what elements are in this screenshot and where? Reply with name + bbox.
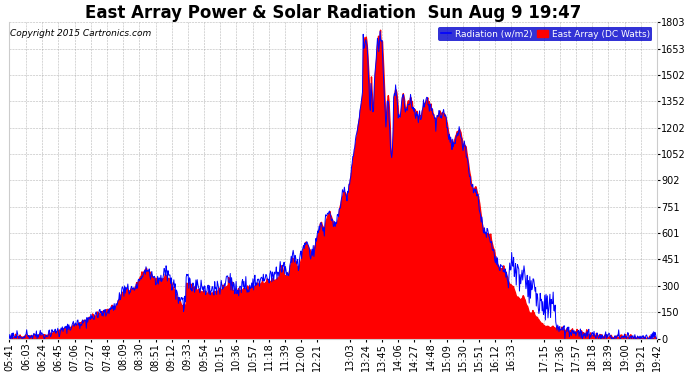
Text: Copyright 2015 Cartronics.com: Copyright 2015 Cartronics.com	[10, 28, 152, 38]
Legend: Radiation (w/m2), East Array (DC Watts): Radiation (w/m2), East Array (DC Watts)	[438, 27, 653, 41]
Title: East Array Power & Solar Radiation  Sun Aug 9 19:47: East Array Power & Solar Radiation Sun A…	[85, 4, 581, 22]
